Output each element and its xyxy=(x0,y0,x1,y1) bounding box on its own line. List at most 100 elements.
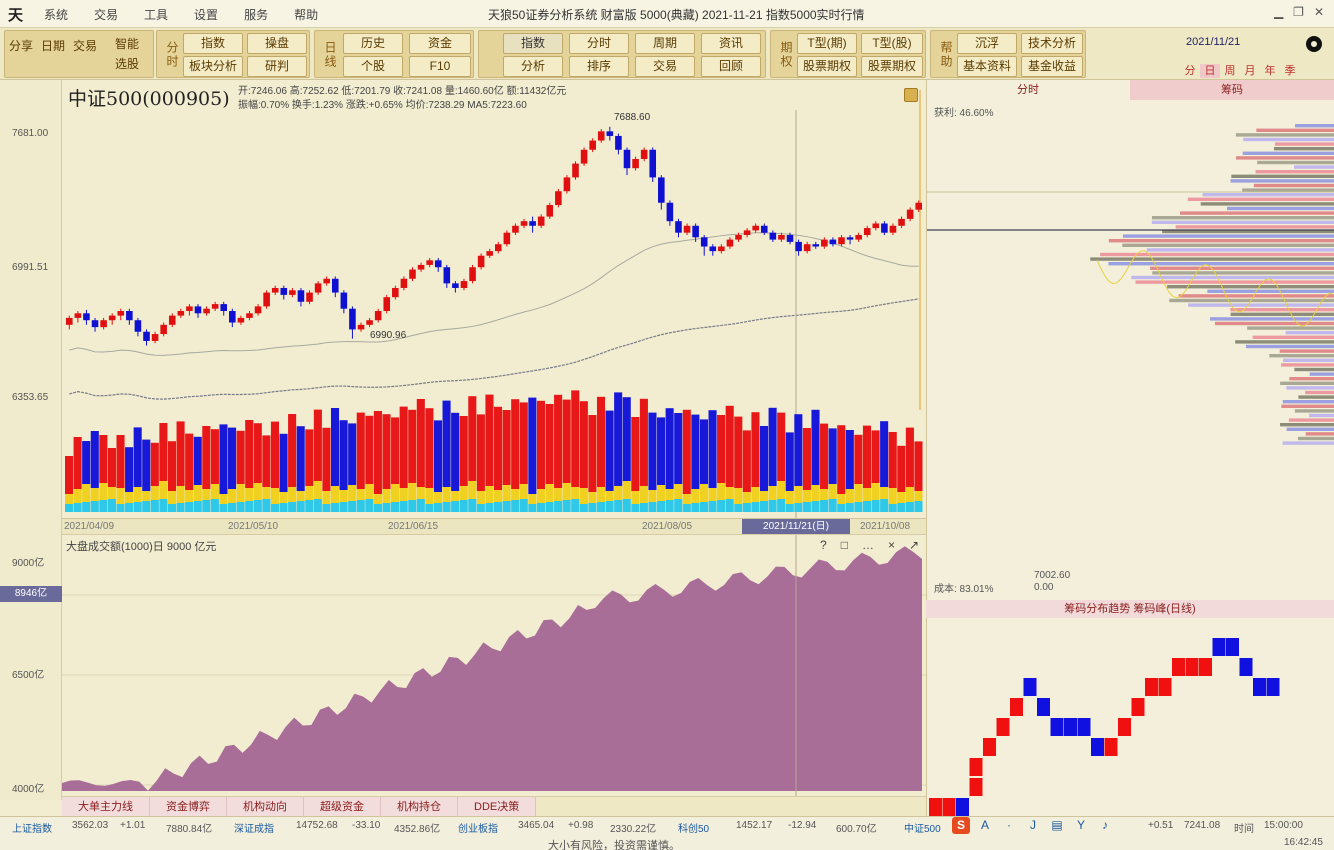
mic-icon[interactable]: J xyxy=(1030,818,1036,832)
volume-bar-cyan xyxy=(373,504,382,512)
analysis-button[interactable]: 分析 xyxy=(503,56,563,77)
period-day[interactable]: 日 xyxy=(1200,64,1220,78)
chip-bar xyxy=(1151,216,1334,220)
cost-ratio: 成本: 83.01% xyxy=(934,584,994,595)
volume-bar-main xyxy=(193,436,202,485)
period-button[interactable]: 周期 xyxy=(635,33,695,54)
menu-item-help[interactable]: 帮助 xyxy=(294,8,319,22)
float-button[interactable]: 沉浮 xyxy=(957,33,1017,54)
keyboard-icon[interactable]: ▤ xyxy=(1051,818,1063,832)
period-year[interactable]: 年 xyxy=(1264,65,1276,77)
tools-icon[interactable]: ♪ xyxy=(1102,818,1108,832)
sort-button[interactable]: 排序 xyxy=(569,56,629,77)
trend-block xyxy=(1239,658,1253,676)
tab-dde[interactable]: DDE决策 xyxy=(458,797,537,817)
minimize-icon[interactable]: ▁ xyxy=(1273,5,1284,19)
period-minute[interactable]: 分 xyxy=(1184,65,1196,77)
tab-timeshare[interactable]: 分时 xyxy=(1017,84,1039,96)
restore-icon[interactable]: ❐ xyxy=(1293,5,1304,19)
research-button[interactable]: 研判 xyxy=(247,56,307,77)
volume-bar-main xyxy=(202,426,211,489)
profit-ratio: 获利: 46.60% xyxy=(934,108,994,119)
operate-button[interactable]: 操盘 xyxy=(247,33,307,54)
stock-options-button[interactable]: 股票期权 xyxy=(797,56,857,77)
period-week[interactable]: 周 xyxy=(1224,65,1236,77)
punct-icon[interactable]: · xyxy=(1007,818,1011,832)
tab-chips[interactable]: 筹码 xyxy=(1130,80,1334,100)
tab-super-fund[interactable]: 超级资金 xyxy=(304,797,381,817)
deal-button[interactable]: 交易 xyxy=(635,56,695,77)
chip-distribution-svg[interactable] xyxy=(927,80,1334,816)
tech-analysis-button[interactable]: 技术分析 xyxy=(1021,33,1083,54)
index-button[interactable]: 指数 xyxy=(183,33,243,54)
history-button[interactable]: 历史 xyxy=(343,33,403,54)
f10-button[interactable]: F10 xyxy=(409,56,471,77)
volume-bar-yellow xyxy=(777,481,786,499)
tab-institution[interactable]: 机构动向 xyxy=(227,797,304,817)
ma-line-2 xyxy=(69,298,919,400)
menu-item-system[interactable]: 系统 xyxy=(44,8,69,22)
volume-bar-cyan xyxy=(880,499,889,512)
menu-item-tools[interactable]: 工具 xyxy=(144,8,169,22)
quote-info-line-2: 振幅:0.70% 换手:1.23% 涨跌:+0.65% 均价:7238.29 M… xyxy=(238,100,527,111)
fund-returns-button[interactable]: 基金收益 xyxy=(1021,56,1083,77)
tab-main-force[interactable]: 大单主力线 xyxy=(62,797,150,817)
kline-chart[interactable] xyxy=(62,80,926,520)
more-icon[interactable]: … xyxy=(861,538,874,552)
candle-body xyxy=(666,202,674,222)
expand-icon[interactable]: ↗ xyxy=(908,538,920,552)
kline-svg[interactable] xyxy=(62,80,926,518)
close-icon[interactable]: ✕ xyxy=(1313,5,1324,19)
t-type-futures-button[interactable]: T型(期) xyxy=(797,33,857,54)
basic-info-button[interactable]: 基本资料 xyxy=(957,56,1017,77)
help-icon[interactable]: ? xyxy=(820,538,827,552)
timeshare-button[interactable]: 分时 xyxy=(569,33,629,54)
volume-bar-cyan xyxy=(451,501,460,512)
volume-bar-main xyxy=(425,408,434,488)
date-button[interactable]: 日期 xyxy=(41,39,66,53)
chip-bar xyxy=(1294,367,1334,372)
ticker-kc-name[interactable]: 科创50 xyxy=(678,824,710,835)
turnover-chart[interactable] xyxy=(62,534,926,797)
volume-bar-yellow xyxy=(502,485,511,501)
window-icon[interactable]: □ xyxy=(840,538,848,552)
chip-bar xyxy=(1230,179,1334,183)
index-tab-button[interactable]: 指数 xyxy=(503,33,563,54)
chip-bar xyxy=(1269,354,1334,358)
shirt-icon[interactable]: Y xyxy=(1076,818,1085,832)
turnover-svg[interactable] xyxy=(62,535,926,797)
date-display[interactable]: 2021/11/21 xyxy=(1186,36,1241,48)
menu-item-trade[interactable]: 交易 xyxy=(94,8,119,22)
t-type-stock-button[interactable]: T型(股) xyxy=(861,33,923,54)
ime-icon[interactable]: S xyxy=(952,817,970,834)
ticker-sh-name[interactable]: 上证指数 xyxy=(12,824,52,835)
volume-bar-cyan xyxy=(159,499,168,512)
lock-icon[interactable] xyxy=(904,88,918,102)
period-quarter[interactable]: 季 xyxy=(1284,65,1296,77)
trade-button[interactable]: 交易 xyxy=(73,39,98,53)
tab-holdings[interactable]: 机构持仓 xyxy=(381,797,458,817)
sector-analysis-button[interactable]: 板块分析 xyxy=(183,56,243,77)
news-button[interactable]: 资讯 xyxy=(701,33,761,54)
app-logo-icon[interactable]: 天 xyxy=(8,6,24,24)
menu-item-settings[interactable]: 设置 xyxy=(194,8,219,22)
period-month[interactable]: 月 xyxy=(1244,65,1256,77)
ticker-sz-name[interactable]: 深证成指 xyxy=(234,824,274,835)
font-icon[interactable]: A xyxy=(980,818,989,832)
candle-body xyxy=(872,223,880,229)
ticker-zz-name[interactable]: 中证500 xyxy=(904,824,941,835)
share-button[interactable]: 分享 xyxy=(9,39,34,53)
stock-picker-button[interactable]: 选股 xyxy=(114,57,139,71)
smart-button[interactable]: 智能 xyxy=(114,37,139,51)
gear-icon[interactable] xyxy=(1306,36,1322,52)
funds-button[interactable]: 资金 xyxy=(409,33,471,54)
close-sub-icon[interactable]: × xyxy=(887,538,895,552)
review-button[interactable]: 回顾 xyxy=(701,56,761,77)
stock-button[interactable]: 个股 xyxy=(343,56,403,77)
volume-bar-yellow xyxy=(579,488,588,504)
ticker-cyb-name[interactable]: 创业板指 xyxy=(458,824,498,835)
menu-item-service[interactable]: 服务 xyxy=(244,8,269,22)
tab-fund-game[interactable]: 资金博弈 xyxy=(150,797,227,817)
candle-body xyxy=(460,281,468,288)
stock-options-2-button[interactable]: 股票期权 xyxy=(861,56,923,77)
